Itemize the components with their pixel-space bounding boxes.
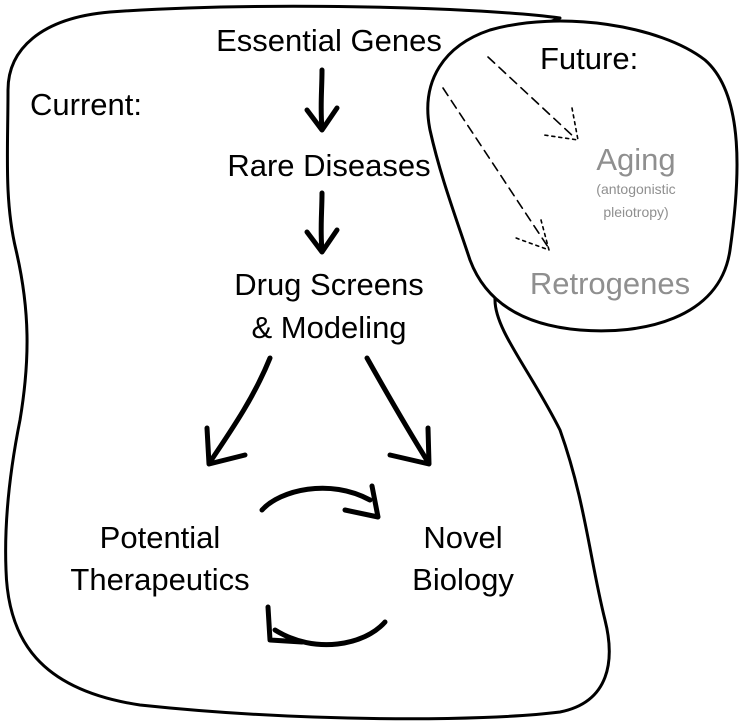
node-rare-diseases: Rare Diseases — [227, 148, 430, 183]
arrow-diseases-to-screens — [318, 190, 325, 253]
arrow-screens-to-biology-head — [387, 425, 432, 467]
future-label: Future: — [540, 41, 638, 76]
dashed-arrow-to-retrogenes — [442, 87, 549, 248]
arrow-genes-to-diseases-head — [304, 105, 340, 133]
dashed-arrow-to-aging — [487, 56, 576, 139]
node-novel-biology-line2: Biology — [412, 562, 514, 597]
dashed-arrow-to-retrogenes-head — [515, 219, 551, 252]
cycle-arrow-top-head — [342, 483, 381, 520]
arrow-genes-to-diseases — [318, 67, 325, 131]
node-potential-therapeutics-line2: Therapeutics — [70, 562, 249, 597]
arrow-diseases-to-screens-head — [304, 227, 340, 255]
arrow-screens-to-biology — [364, 355, 431, 465]
node-aging-note-line1: (antogonistic — [596, 181, 675, 197]
arrow-screens-to-therapeutics-head — [204, 425, 248, 467]
node-retrogenes: Retrogenes — [530, 266, 690, 301]
future-region-outline — [426, 19, 739, 333]
cycle-arrow-bottom-head — [265, 604, 305, 645]
node-aging: Aging — [596, 142, 675, 177]
node-potential-therapeutics-line1: Potential — [100, 520, 221, 555]
cycle-arrow-bottom — [272, 619, 388, 648]
dashed-arrow-to-aging-head — [543, 107, 579, 141]
cycle-arrow-top — [259, 485, 373, 513]
node-novel-biology-line1: Novel — [423, 520, 502, 555]
arrow-screens-to-therapeutics — [207, 355, 273, 465]
node-drug-screens-line1: Drug Screens — [234, 267, 424, 302]
node-essential-genes: Essential Genes — [216, 23, 442, 58]
current-label: Current: — [30, 87, 142, 122]
node-drug-screens-line2: & Modeling — [251, 310, 406, 345]
node-aging-note-line2: pleiotropy) — [603, 204, 668, 220]
